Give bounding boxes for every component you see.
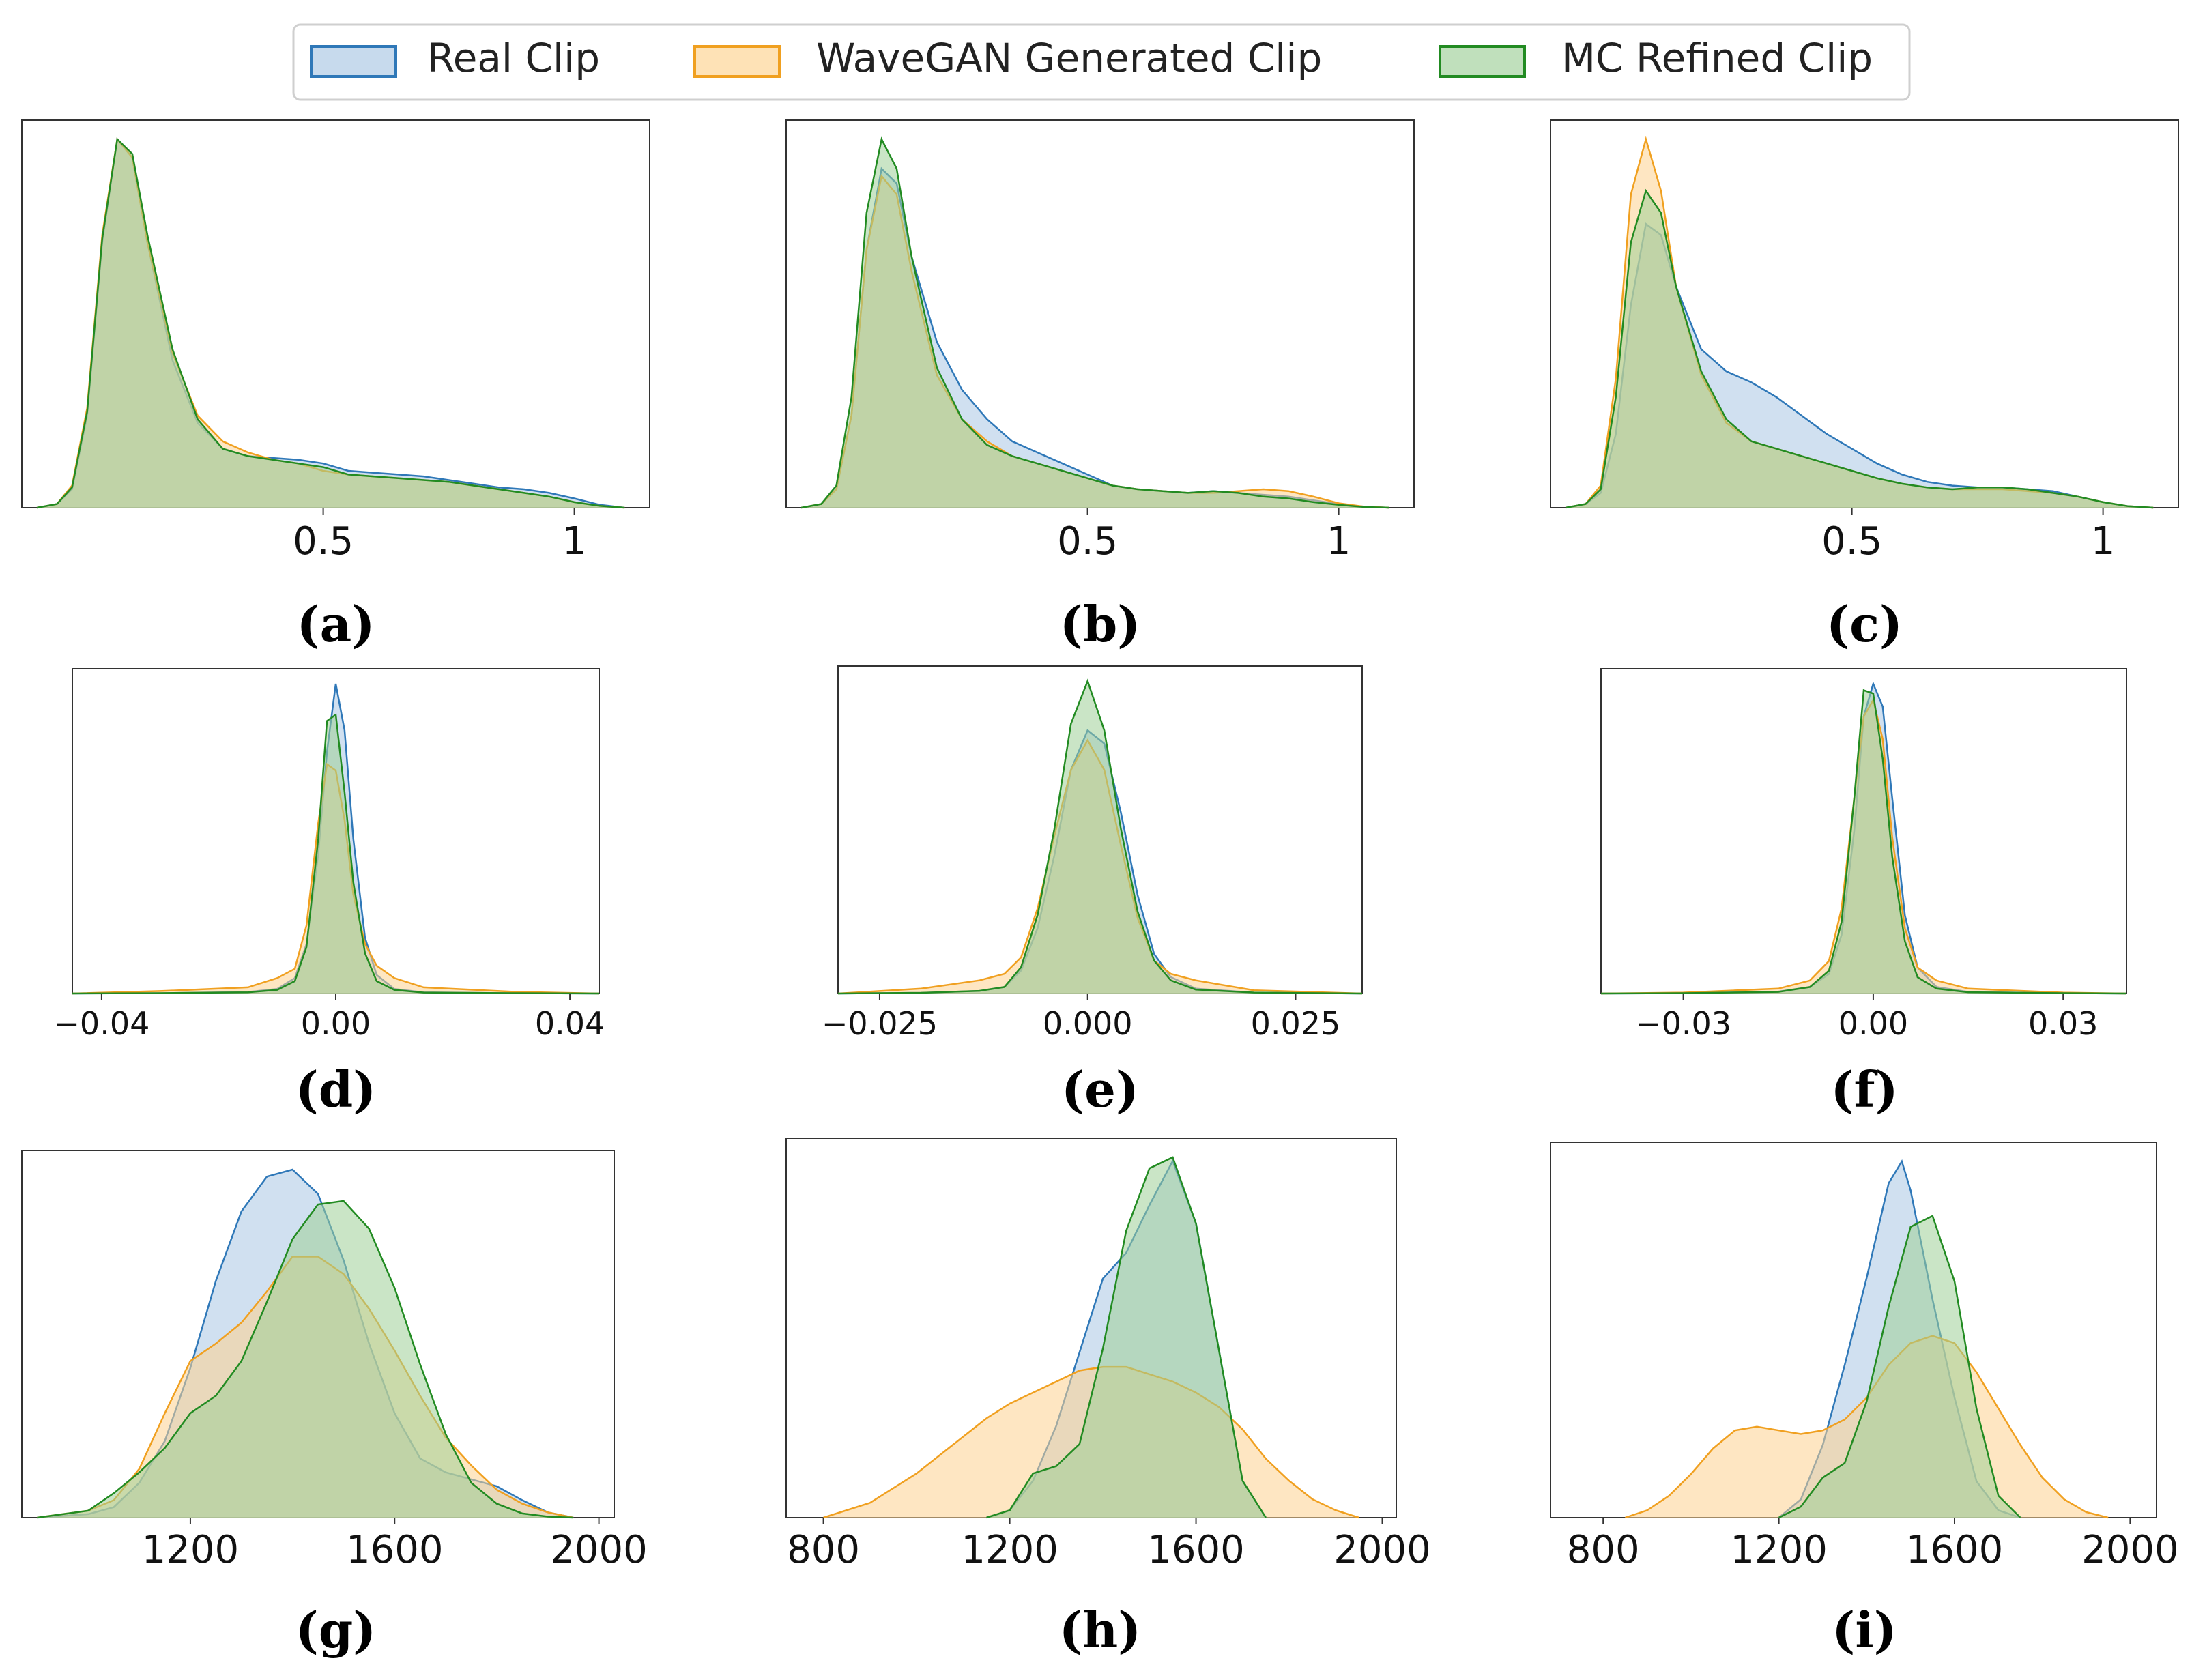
panel-i-caption: (i) xyxy=(1832,1601,1897,1659)
panel-f-tick-label: −0.03 xyxy=(1635,1005,1731,1042)
panel-c-caption: (c) xyxy=(1826,595,1903,653)
panel-b-mc-refined-clip-area xyxy=(801,139,1389,508)
legend-swatch-real xyxy=(310,45,397,78)
panel-b-ticks: 0.5 1 xyxy=(1057,508,1351,564)
panel-i-tick-label: 2000 xyxy=(2081,1528,2179,1572)
panel-d-caption: (d) xyxy=(295,1060,376,1118)
panel-e-caption: (e) xyxy=(1061,1060,1139,1118)
panel-b: 0.5 1 (b) xyxy=(785,119,1415,653)
panel-d: −0.04 0.00 0.04 (d) xyxy=(53,668,605,1118)
panel-h-plot xyxy=(823,1156,1359,1519)
panel-f-caption: (f) xyxy=(1830,1060,1898,1118)
panel-d-mc-refined-clip-area xyxy=(72,714,599,994)
panel-f-ticks: −0.03 0.00 0.03 xyxy=(1635,994,2098,1042)
panel-i: 800 1200 1600 2000 (i) xyxy=(1550,1142,2179,1659)
panel-b-plot xyxy=(801,136,1389,509)
panel-f-mc-refined-clip-area xyxy=(1601,690,2126,994)
panel-e-tick-label: 0.000 xyxy=(1043,1005,1133,1042)
panel-g: 1200 1600 2000 (g) xyxy=(21,1150,648,1659)
panel-i-mc-refined-clip-area xyxy=(1778,1215,2021,1518)
panel-c-plot xyxy=(1565,136,2154,509)
panel-e-tick-label: −0.025 xyxy=(822,1005,938,1042)
panel-d-ticks: −0.04 0.00 0.04 xyxy=(53,994,605,1042)
panel-f-plot xyxy=(1600,681,2127,995)
panel-g-tick-label: 2000 xyxy=(550,1528,648,1572)
panel-h-tick-label: 1600 xyxy=(1147,1528,1245,1572)
panel-c: 0.5 1 (c) xyxy=(1550,119,2179,653)
panel-g-mc-refined-clip-area xyxy=(37,1200,574,1518)
panel-c-mc-refined-clip-line xyxy=(1565,188,2154,509)
panel-h-tick-label: 2000 xyxy=(1333,1528,1431,1572)
panel-a-caption: (a) xyxy=(297,595,375,653)
panel-c-tick-label: 1 xyxy=(2091,519,2116,564)
panel-d-mc-refined-clip-line xyxy=(72,713,600,995)
panel-g-tick-label: 1200 xyxy=(142,1528,240,1572)
panel-i-tick-label: 1600 xyxy=(1906,1528,2004,1572)
panel-d-tick-label: 0.00 xyxy=(301,1005,371,1042)
panel-e-mc-refined-clip-area xyxy=(838,681,1362,994)
panel-i-mc-refined-clip-line xyxy=(1778,1215,2021,1519)
panel-c-ticks: 0.5 1 xyxy=(1821,508,2115,564)
panel-f-mc-refined-clip-line xyxy=(1600,689,2127,995)
legend-label-real: Real Clip xyxy=(427,35,600,81)
panel-i-ticks: 800 1200 1600 2000 xyxy=(1567,1518,2179,1572)
panel-g-tick-label: 1600 xyxy=(346,1528,444,1572)
panel-b-tick-label: 1 xyxy=(1327,519,1351,564)
panel-e-mc-refined-clip-line xyxy=(837,678,1363,995)
panel-i-tick-label: 800 xyxy=(1567,1528,1640,1572)
panel-a-plot xyxy=(36,137,625,509)
legend-label-mc: MC Refined Clip xyxy=(1561,35,1873,81)
panel-d-tick-label: −0.04 xyxy=(53,1005,149,1042)
panel-h-caption: (h) xyxy=(1059,1601,1141,1659)
panel-g-caption: (g) xyxy=(295,1601,376,1659)
panel-f: −0.03 0.00 0.03 (f) xyxy=(1600,668,2127,1118)
panel-i-plot xyxy=(1625,1159,2109,1519)
panel-h-ticks: 800 1200 1600 2000 xyxy=(787,1518,1431,1572)
panel-b-tick-label: 0.5 xyxy=(1057,519,1118,564)
panel-h-tick-label: 1200 xyxy=(961,1528,1058,1572)
panel-d-tick-label: 0.04 xyxy=(535,1005,605,1042)
panel-a-mc-refined-clip-line xyxy=(36,137,625,509)
panel-f-tick-label: 0.00 xyxy=(1838,1005,1908,1042)
panel-f-tick-label: 0.03 xyxy=(2028,1005,2098,1042)
legend: Real Clip WaveGAN Generated Clip MC Refi… xyxy=(292,23,1911,101)
panel-e-tick-label: 0.025 xyxy=(1251,1005,1341,1042)
panel-b-caption: (b) xyxy=(1060,595,1140,653)
panel-a: 0.5 1 (a) xyxy=(21,119,650,653)
panel-g-ticks: 1200 1600 2000 xyxy=(142,1518,648,1572)
panel-a-ticks: 0.5 1 xyxy=(293,508,586,564)
legend-label-wavegan: WaveGAN Generated Clip xyxy=(816,35,1322,81)
panel-e-plot xyxy=(837,678,1363,995)
legend-swatch-mc xyxy=(1439,45,1526,78)
panel-e-ticks: −0.025 0.000 0.025 xyxy=(822,994,1340,1042)
panel-a-tick-label: 0.5 xyxy=(293,519,354,564)
panel-e: −0.025 0.000 0.025 (e) xyxy=(822,665,1363,1118)
panel-g-mc-refined-clip-line xyxy=(37,1200,574,1519)
panel-h: 800 1200 1600 2000 (h) xyxy=(785,1138,1431,1659)
panel-i-tick-label: 1200 xyxy=(1730,1528,1828,1572)
panel-g-plot xyxy=(37,1168,574,1519)
panel-c-mc-refined-clip-area xyxy=(1566,190,2154,508)
panel-c-tick-label: 0.5 xyxy=(1821,519,1882,564)
legend-swatch-wavegan xyxy=(693,45,781,78)
legend-frame xyxy=(292,23,1911,101)
panel-h-tick-label: 800 xyxy=(787,1528,860,1572)
panel-d-plot xyxy=(72,683,600,995)
panel-a-tick-label: 1 xyxy=(562,519,587,564)
panel-b-mc-refined-clip-line xyxy=(801,136,1389,509)
panel-a-mc-refined-clip-area xyxy=(37,139,625,508)
panel-h-mc-refined-clip-area xyxy=(986,1157,1266,1518)
panel-h-mc-refined-clip-line xyxy=(986,1156,1267,1519)
